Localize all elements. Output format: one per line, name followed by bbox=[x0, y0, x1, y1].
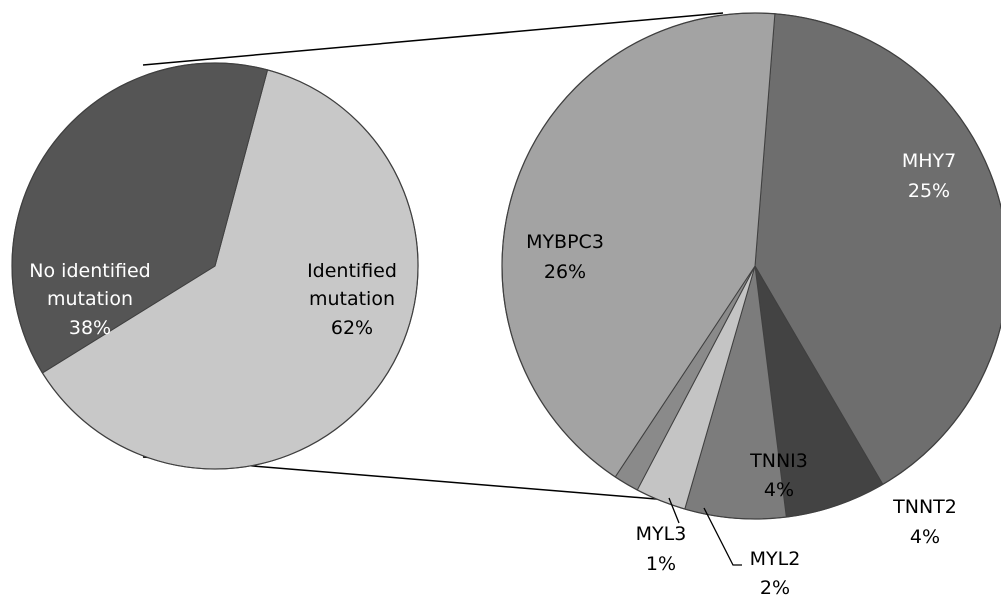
right-pie-outline bbox=[501, 12, 1001, 520]
label-no-identified-mutation: No identified mutation 38% bbox=[29, 260, 150, 339]
label-value: 62% bbox=[331, 317, 373, 339]
label-value: 1% bbox=[646, 553, 676, 575]
right-pie bbox=[501, 12, 1001, 520]
label-line: MYBPC3 bbox=[526, 231, 604, 253]
label-line: mutation bbox=[47, 288, 133, 310]
left-pie bbox=[11, 62, 419, 470]
label-line: TNNT2 bbox=[892, 496, 957, 518]
label-value: 2% bbox=[760, 577, 790, 597]
connector-line-top bbox=[142, 12, 724, 66]
label-myl3: MYL3 1% bbox=[636, 523, 687, 575]
label-line: No identified bbox=[29, 260, 150, 282]
left-pie-outline bbox=[11, 62, 419, 470]
label-value: 4% bbox=[910, 526, 940, 548]
label-line: MHY7 bbox=[902, 150, 956, 172]
label-value: 25% bbox=[908, 180, 950, 202]
label-value: 4% bbox=[764, 479, 794, 501]
leader-line-mylw3 bbox=[668, 497, 680, 524]
label-line: mutation bbox=[309, 288, 395, 310]
label-mhy7: MHY7 25% bbox=[902, 150, 956, 202]
label-tnni3: TNNI3 4% bbox=[749, 450, 808, 501]
label-mybpc3: MYBPC3 26% bbox=[526, 231, 604, 283]
label-line: TNNI3 bbox=[749, 450, 808, 472]
label-tnnt2: TNNT2 4% bbox=[892, 496, 957, 548]
leader-line-myl2 bbox=[703, 507, 742, 566]
label-identified-mutation: Identified mutation 62% bbox=[307, 260, 397, 339]
label-value: 38% bbox=[69, 317, 111, 339]
label-line: MYL3 bbox=[636, 523, 687, 545]
label-line: MYL2 bbox=[750, 548, 801, 570]
label-line: Identified bbox=[307, 260, 397, 282]
label-myl2: MYL2 2% bbox=[750, 548, 801, 597]
label-value: 26% bbox=[544, 261, 586, 283]
